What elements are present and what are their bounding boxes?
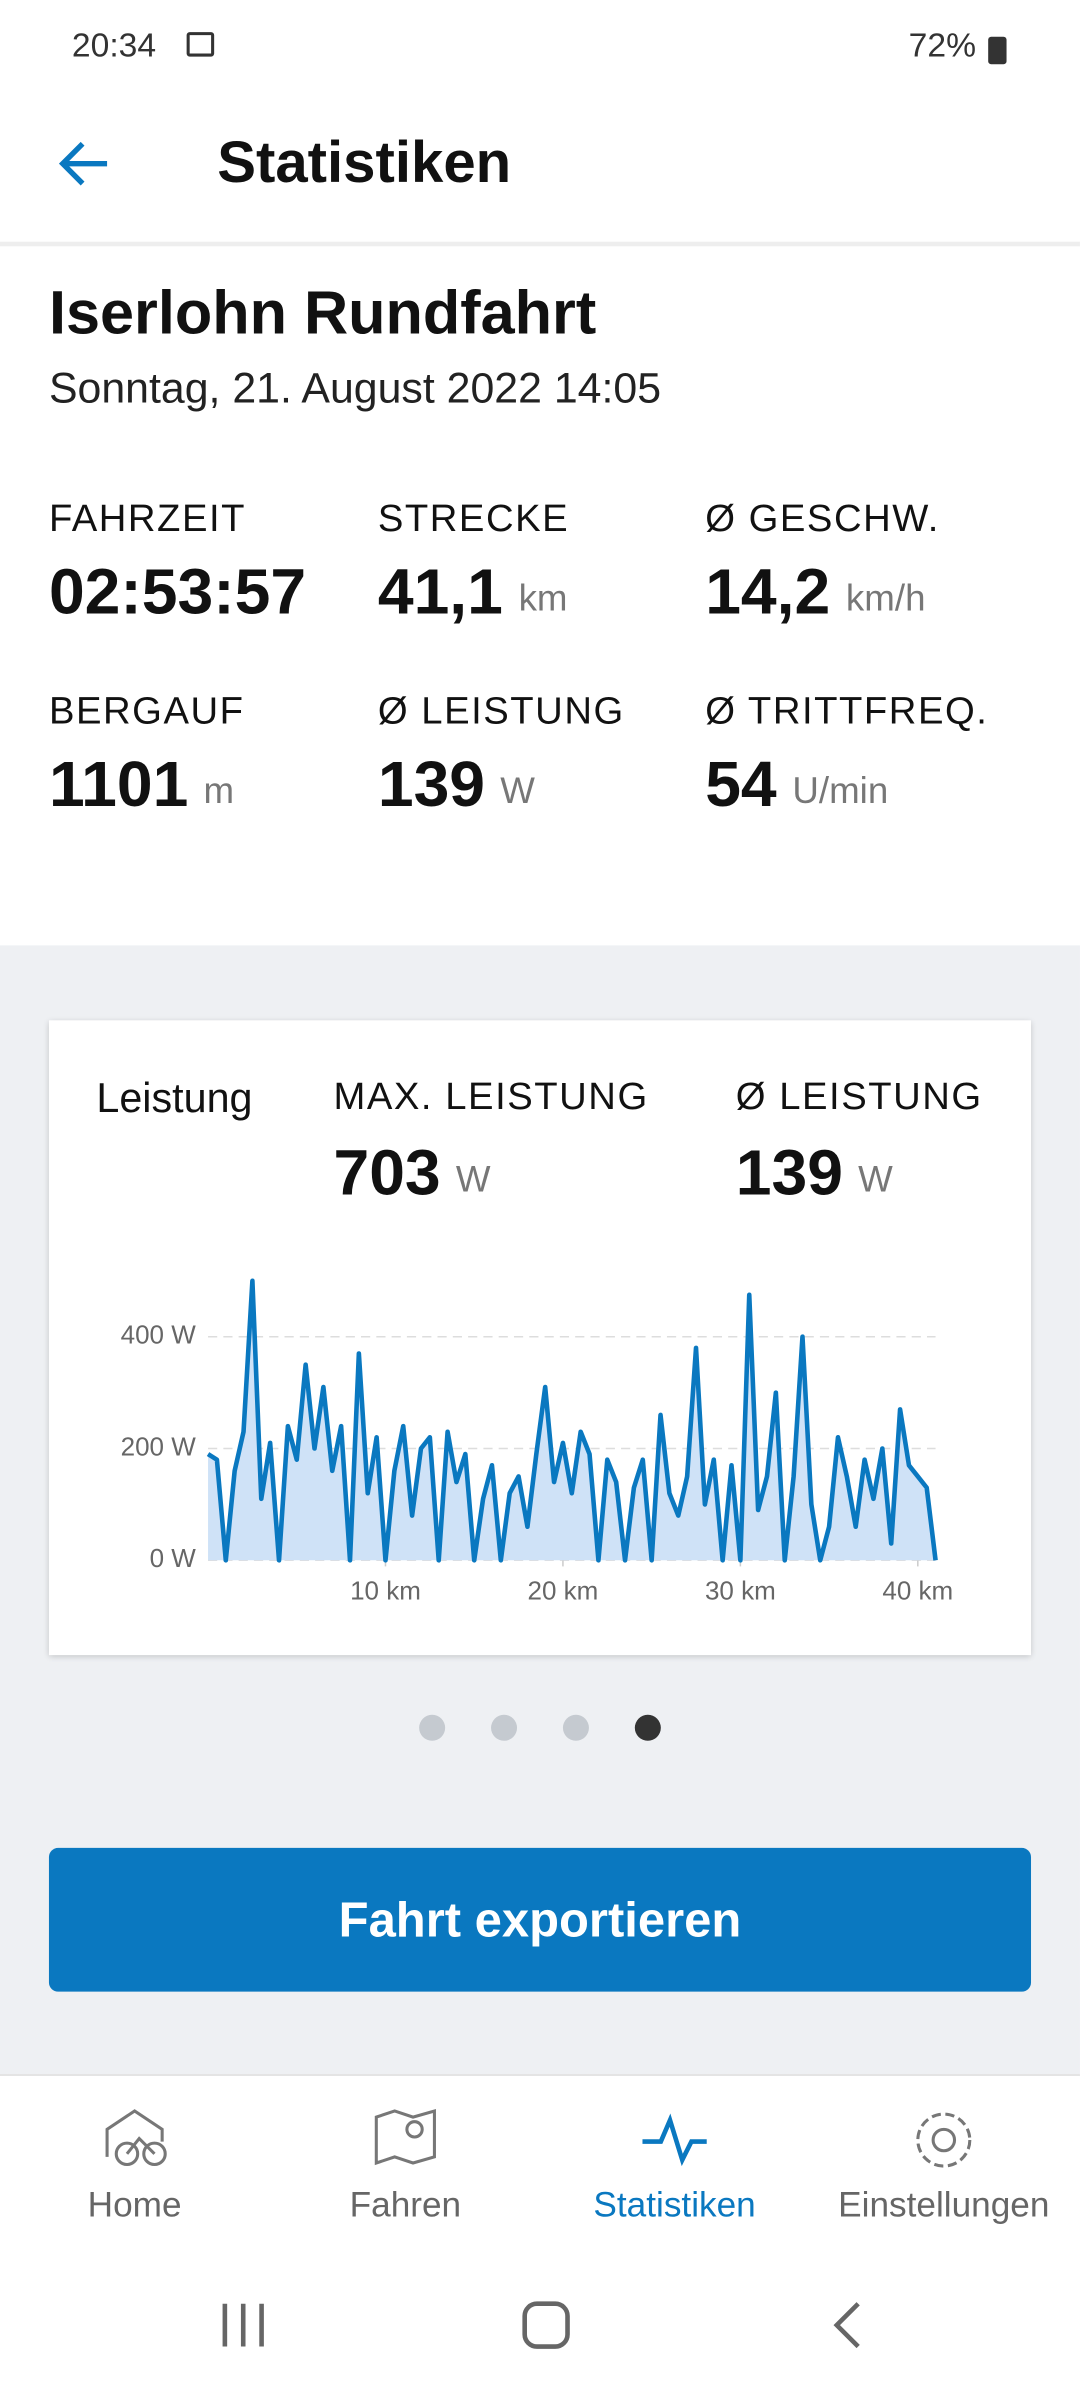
line xyxy=(206,1278,938,1563)
metric-label: MAX. LEISTUNG xyxy=(333,1075,649,1119)
stat-value: 14,2 xyxy=(705,555,831,628)
stat-unit: m xyxy=(203,770,235,812)
nav-icons xyxy=(105,2108,972,2168)
clock: 20:34 xyxy=(71,26,157,65)
stat-label: STRECKE xyxy=(377,497,570,540)
page-dot[interactable] xyxy=(419,1714,446,1741)
x-tick-label: 40 km xyxy=(882,1575,953,1605)
page-dot[interactable] xyxy=(491,1714,518,1741)
nav-item[interactable]: Fahren xyxy=(349,2184,462,2225)
export-button[interactable]: Fahrt exportieren xyxy=(48,1847,1032,1992)
stat-unit: km/h xyxy=(845,577,926,620)
stat-value: 139 xyxy=(377,748,486,820)
gallery-icon xyxy=(186,32,215,57)
y-tick-label: 400 W xyxy=(121,1320,197,1350)
stat-unit: W xyxy=(858,1159,893,1201)
metric-label: Ø LEISTUNG xyxy=(735,1075,983,1119)
ride-name: Iserlohn Rundfahrt xyxy=(48,279,597,348)
y-tick-label: 200 W xyxy=(121,1431,197,1461)
nav-item[interactable]: Statistiken xyxy=(593,2184,756,2225)
page-dot-active[interactable] xyxy=(634,1714,661,1741)
battery-icon xyxy=(988,36,1007,65)
nav-item[interactable]: Einstellungen xyxy=(838,2184,1050,2225)
x-tick-label: 10 km xyxy=(350,1575,421,1605)
stat-unit: W xyxy=(500,770,535,812)
header-title: Statistiken xyxy=(217,131,512,196)
chart-title: Leistung xyxy=(96,1075,253,1122)
stat-label: Ø LEISTUNG xyxy=(377,689,625,733)
back-button[interactable] xyxy=(55,138,113,190)
system-nav xyxy=(222,2301,860,2349)
stat-label: Ø GESCHW. xyxy=(705,497,940,540)
x-tick-label: 30 km xyxy=(705,1575,776,1605)
stat-value: 139 xyxy=(735,1136,843,1209)
top-area xyxy=(0,0,1080,245)
stat-unit: W xyxy=(455,1159,491,1201)
ride-date: Sonntag, 21. August 2022 14:05 xyxy=(48,364,662,412)
stat-label: BERGAUF xyxy=(48,689,245,733)
y-tick-label: 0 W xyxy=(150,1543,197,1573)
stat-label: Ø TRITTFREQ. xyxy=(705,689,989,733)
area xyxy=(208,1280,936,1561)
stat-value: 54 xyxy=(705,748,777,820)
stat-value: 02:53:57 xyxy=(48,555,307,628)
stat-label: FAHRZEIT xyxy=(48,497,247,540)
page-dot[interactable] xyxy=(562,1714,589,1741)
stat-value: 41,1 xyxy=(377,555,503,628)
x-tick-label: 20 km xyxy=(528,1575,599,1605)
stat-value: 703 xyxy=(333,1136,441,1209)
stat-unit: U/min xyxy=(792,770,889,812)
divider xyxy=(0,241,1080,247)
nav-item[interactable]: Home xyxy=(87,2184,182,2225)
stat-unit: km xyxy=(518,577,568,620)
stat-value: 1101 xyxy=(48,748,189,820)
battery-level: 72% xyxy=(908,26,977,65)
